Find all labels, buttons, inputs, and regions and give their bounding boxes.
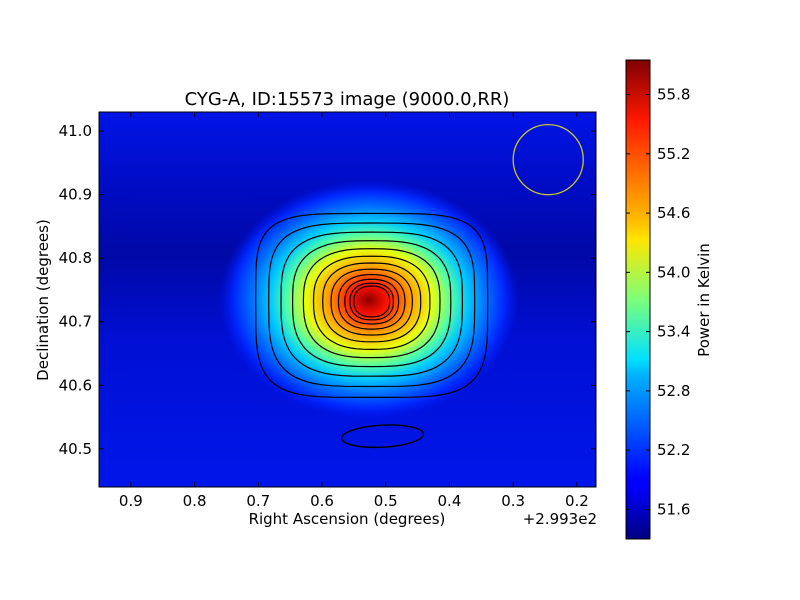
contour-line (330, 268, 414, 336)
contour-line (349, 282, 395, 321)
contour-line (280, 231, 464, 377)
y-tick-label: 40.5 (59, 440, 92, 458)
y-tick-label: 40.6 (59, 376, 92, 394)
x-axis-ticks: 0.9 0.8 0.7 0.6 0.5 0.4 0.3 0.2 (119, 112, 589, 510)
contour-line (344, 278, 400, 325)
x-tick-label: 0.2 (565, 492, 589, 510)
colorbar-ticks: 51.6 52.2 52.8 53.4 54.0 54.6 55.2 55.8 (626, 86, 690, 518)
colorbar-tick-label: 54.0 (657, 263, 690, 281)
x-tick-label: 0.6 (310, 492, 334, 510)
x-tick-label: 0.4 (438, 492, 462, 510)
colorbar-tick-label: 52.2 (657, 441, 690, 459)
colorbar (625, 59, 651, 540)
beam-circle (512, 123, 584, 196)
chart-title: CYG-A, ID:15573 image (9000.0,RR) (185, 89, 510, 110)
x-tick-label: 0.3 (501, 492, 525, 510)
y-tick-label: 40.8 (59, 249, 92, 267)
contour-line (302, 248, 441, 359)
contour-line (291, 240, 452, 368)
colorbar-tick-label: 55.8 (657, 86, 690, 104)
y-axis-ticks: 40.5 40.6 40.7 40.8 40.9 41.0 (59, 122, 596, 458)
plot-frame (98, 111, 597, 488)
contour-line (322, 262, 422, 343)
contour-line (337, 273, 406, 330)
colorbar-tick-label: 52.8 (657, 382, 690, 400)
colorbar-label: Power in Kelvin (695, 243, 713, 357)
plot-area (99, 112, 596, 487)
x-offset-label: +2.993e2 (523, 510, 597, 528)
y-tick-label: 40.7 (59, 313, 92, 331)
source-glow (219, 180, 519, 420)
colorbar-tick-label: 53.4 (657, 323, 690, 341)
y-tick-label: 41.0 (59, 122, 92, 140)
y-tick-label: 40.9 (59, 186, 92, 204)
colorbar-tick-label: 51.6 (657, 500, 690, 518)
colorbar-tick-label: 55.2 (657, 145, 690, 163)
contour-line (268, 222, 476, 388)
x-tick-label: 0.5 (374, 492, 398, 510)
contour-lines (255, 212, 489, 449)
contour-line-secondary (340, 424, 425, 449)
contour-line (255, 212, 489, 399)
x-tick-label: 0.8 (183, 492, 207, 510)
x-axis-label: Right Ascension (degrees) (249, 510, 446, 528)
colorbar-tick-label: 54.6 (657, 204, 690, 222)
contour-line (312, 255, 431, 351)
contour-line (353, 285, 391, 318)
x-tick-label: 0.9 (119, 492, 143, 510)
x-tick-label: 0.7 (246, 492, 270, 510)
y-axis-label: Declination (degrees) (34, 219, 52, 381)
